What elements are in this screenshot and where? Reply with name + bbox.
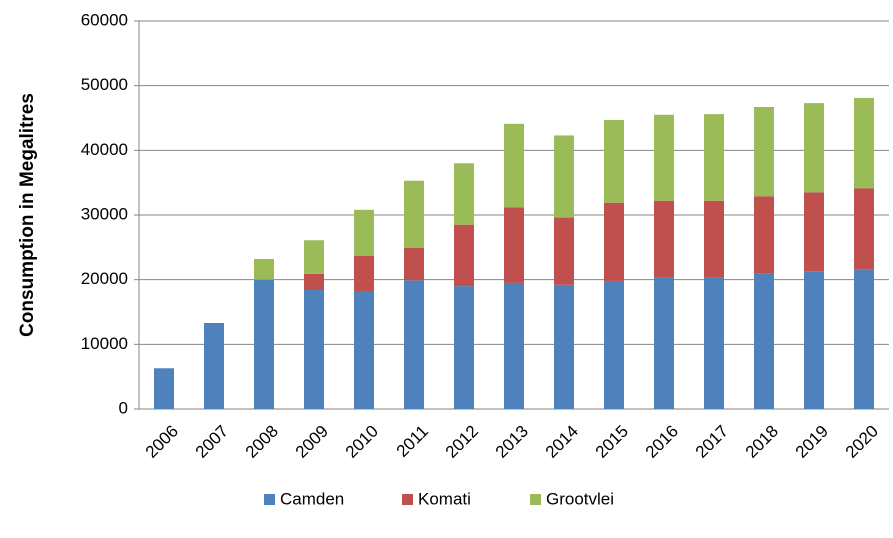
x-tick-label: 2013: [492, 422, 532, 462]
bar-segment: [504, 207, 524, 283]
bar-segment: [604, 280, 624, 409]
x-tick-label: 2009: [292, 422, 332, 462]
x-tick-label: 2017: [692, 422, 732, 462]
bar-segment: [554, 284, 574, 409]
x-tick-label: 2018: [742, 422, 782, 462]
x-tick-label: 2011: [393, 422, 432, 461]
bar-segment: [404, 247, 424, 281]
bar-segment: [354, 209, 374, 256]
y-tick-label: 10000: [81, 334, 128, 353]
y-tick-label: 0: [119, 398, 128, 417]
bar-segment: [504, 282, 524, 409]
bar-segment: [604, 202, 624, 281]
legend-label: Komati: [418, 489, 471, 508]
bar-segment: [704, 277, 724, 409]
bar-segment: [854, 97, 874, 189]
bar-segment: [404, 280, 424, 409]
legend-label: Grootvlei: [546, 489, 614, 508]
bar-segment: [804, 271, 824, 409]
x-tick-label: 2020: [842, 422, 882, 462]
bar-segment: [504, 123, 524, 208]
bar-segment: [354, 291, 374, 409]
bar-segment: [704, 200, 724, 278]
bar-segment: [304, 290, 324, 409]
bar-segment: [854, 188, 874, 270]
x-tick-label: 2019: [792, 422, 832, 462]
bar-segment: [454, 286, 474, 409]
bar-segment: [454, 163, 474, 225]
bar-segment: [254, 279, 274, 409]
bar-segment: [654, 114, 674, 201]
bar-segment: [554, 135, 574, 218]
y-tick-label: 20000: [81, 269, 128, 288]
legend-label: Camden: [280, 489, 344, 508]
y-tick-label: 60000: [81, 10, 128, 29]
legend-swatch: [530, 494, 541, 505]
bar-segment: [604, 119, 624, 203]
bar-segment: [804, 192, 824, 272]
x-tick-label: 2015: [592, 422, 632, 462]
bar-segment: [554, 217, 574, 285]
bar-segment: [454, 224, 474, 287]
bar-segment: [754, 273, 774, 409]
y-tick-label: 40000: [81, 140, 128, 159]
y-axis-label: Consumption in Megalitres: [17, 93, 38, 337]
bar-segment: [154, 368, 174, 409]
bar-segment: [404, 180, 424, 248]
bar-segment: [654, 200, 674, 278]
bar-segment: [804, 103, 824, 193]
x-tick-label: 2012: [442, 422, 482, 462]
bar-segment: [754, 107, 774, 197]
bar-segment: [354, 255, 374, 292]
x-tick-label: 2016: [642, 422, 682, 462]
x-tick-label: 2010: [342, 422, 382, 462]
legend-swatch: [264, 494, 275, 505]
bar-segment: [254, 258, 274, 280]
x-tick-label: 2006: [142, 422, 182, 462]
legend-swatch: [402, 494, 413, 505]
bar-segment: [304, 273, 324, 291]
y-tick-label: 30000: [81, 204, 128, 223]
bar-segment: [854, 269, 874, 409]
x-tick-label: 2008: [242, 422, 282, 462]
bar-segment: [704, 114, 724, 201]
y-tick-label: 50000: [81, 75, 128, 94]
bar-segment: [204, 322, 224, 409]
x-tick-label: 2014: [542, 422, 582, 462]
bar-segment: [304, 240, 324, 274]
bar-segment: [754, 196, 774, 274]
bar-segment: [654, 277, 674, 409]
x-tick-label: 2007: [192, 422, 232, 462]
